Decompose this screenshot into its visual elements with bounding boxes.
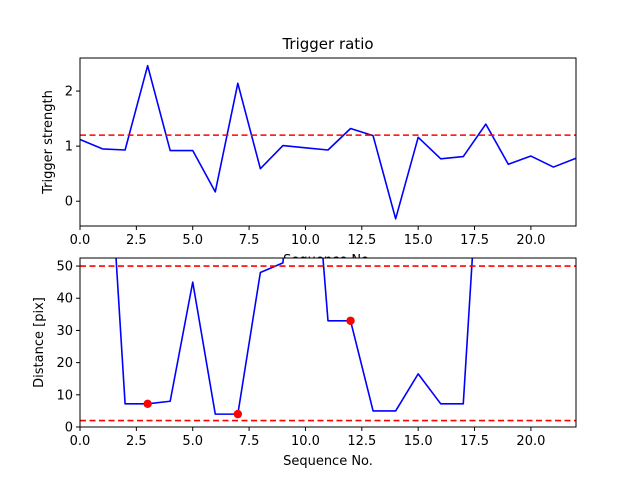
subplot-2-background xyxy=(80,258,576,427)
subplot-1-x-tick-label: 12.5 xyxy=(347,233,376,248)
subplot-1-series-line-1 xyxy=(80,64,576,220)
subplot-2-x-tick-label: 15.0 xyxy=(404,434,433,449)
subplot-1-x-tick-label: 17.5 xyxy=(460,233,489,248)
subplot-1-x-tick-label: 2.5 xyxy=(126,233,147,248)
subplot-2-y-tick-label: 10 xyxy=(56,388,73,403)
subplot-2-x-tick-label: 12.5 xyxy=(347,434,376,449)
subplot-1: 0.02.55.07.510.012.515.017.520.0012Seque… xyxy=(41,35,577,268)
subplot-2: 0.0 2.5 5.0 7.5 10.0 12.5 15.0 17.5 20.0 0 10 20 30 4… xyxy=(32,257,577,469)
subplot-2-y-tick-label: 30 xyxy=(56,324,73,339)
subplot-1-x-tick-label: 20.0 xyxy=(516,233,545,248)
subplot-2-x-tick-label: 10.0 xyxy=(291,434,320,449)
subplot-1-y-axis-label: Trigger strength xyxy=(41,90,56,195)
subplot-1-x-tick-label: 7.5 xyxy=(239,233,260,248)
subplot-2-x-tick-label: 2.5 xyxy=(126,434,147,449)
subplot-1-y-tick-label: 2 xyxy=(65,85,73,100)
subplot-2-series-line-1 xyxy=(115,258,474,415)
subplot-2-y-axis-label: Distance [pix] xyxy=(32,297,47,388)
subplot-1-title: Trigger ratio xyxy=(281,35,373,53)
subplot-2-x-tick-label: 20.0 xyxy=(516,434,545,449)
subplot-1-x-tick-label: 0.0 xyxy=(70,233,91,248)
subplot-1-x-tick-label: 5.0 xyxy=(182,233,203,248)
subplot-2-marker-point-2 xyxy=(233,409,243,419)
subplot-2-marker-point-3 xyxy=(346,316,355,325)
subplot-2-x-axis-label: Sequence No. xyxy=(283,454,373,469)
subplot-2-y-tick-label: 20 xyxy=(56,356,73,371)
subplot-1-x-tick-label: 15.0 xyxy=(404,233,433,248)
subplot-1-axes-frame xyxy=(79,57,577,227)
subplot-2-y-tick-label: 40 xyxy=(56,292,73,307)
subplot-2-y-tick-label: 50 xyxy=(56,260,73,275)
subplot-2-y-tick-label: 0 xyxy=(65,421,73,436)
subplot-1-x-tick-label: 10.0 xyxy=(291,233,320,248)
subplot-2-axes-frame xyxy=(79,257,577,428)
subplot-1-y-tick-label: 0 xyxy=(65,195,73,210)
subplot-2-x-tick-label: 7.5 xyxy=(239,434,260,449)
subplot-2-x-tick-label: 5.0 xyxy=(182,434,203,449)
subplot-2-marker-point-1 xyxy=(143,399,152,409)
subplot-2-x-tick-label: 0.0 xyxy=(70,434,91,449)
subplot-2-x-tick-label: 17.5 xyxy=(460,434,489,449)
subplot-1-y-tick-label: 1 xyxy=(65,140,73,155)
